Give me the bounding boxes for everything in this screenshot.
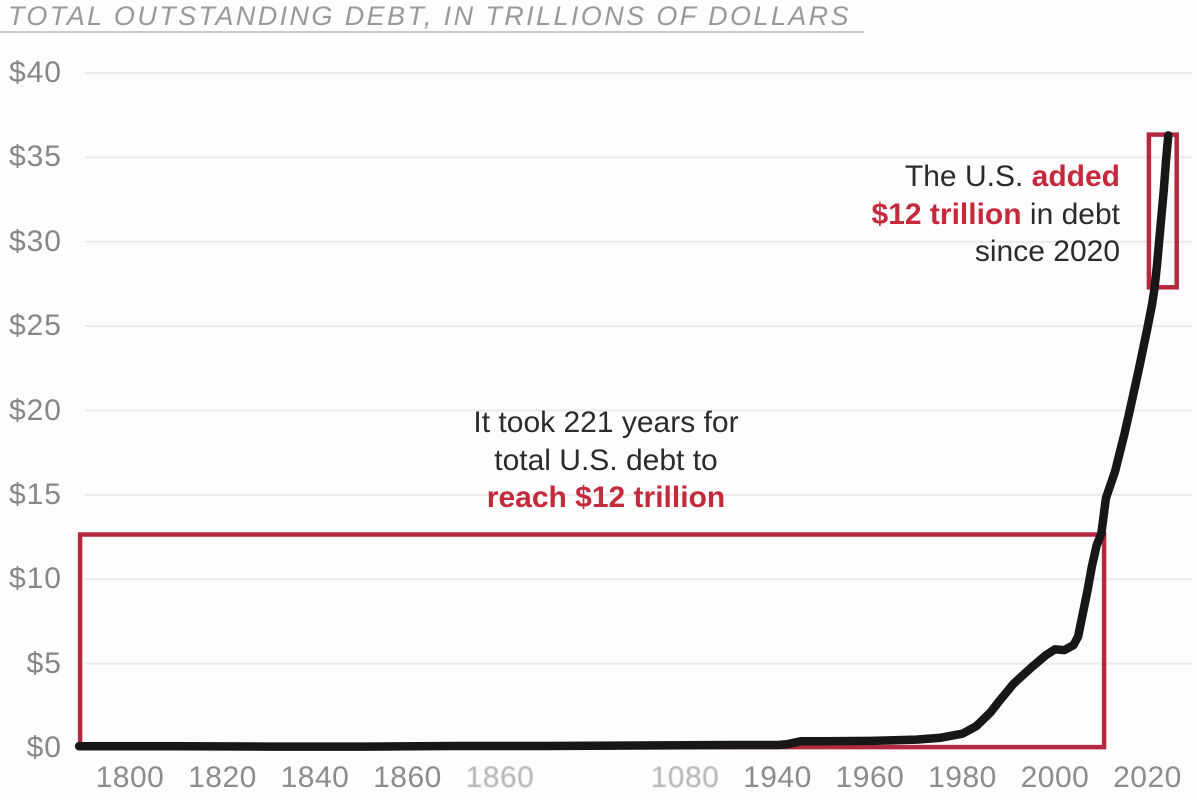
y-tick-0: $0 [26,731,62,764]
annotation-since-2020: The U.S. added $12 trillion in debt sinc… [780,158,1120,271]
x-tick-1980: 1980 [928,761,997,794]
x-tick-1860: 1860 [373,761,442,794]
x-tick-1820: 1820 [188,761,257,794]
chart-title: TOTAL OUTSTANDING DEBT, IN TRILLIONS OF … [8,1,851,31]
y-tick-5: $5 [26,646,62,680]
x-tick-1960: 1960 [835,761,905,794]
y-tick-30: $30 [8,224,62,258]
annotation-2020-l3: since 2020 [974,235,1120,268]
annotation-221-line1: It took 221 years for [473,406,739,439]
x-tick-1940: 1940 [743,761,812,794]
x-tick-1080: 1080 [650,761,720,794]
y-tick-40: $40 [8,56,62,89]
title-underline [0,31,864,33]
y-tick-25: $25 [8,309,62,343]
added-since-2020-box [1146,132,1179,290]
annotation-2020-l1b-red: added [1031,160,1120,193]
annotation-2020-l2b: in debt [1029,197,1120,231]
x-tick-2020: 2020 [1113,761,1182,794]
annotation-2020-l2a-red: $12 trillion [871,197,1022,231]
annotation-221-years: It took 221 years for total U.S. debt to… [420,404,792,517]
y-tick-35: $35 [8,140,62,174]
x-tick-1800: 1800 [95,761,165,794]
y-tick-20: $20 [8,393,62,427]
annotation-221-line3-red: reach $12 trillion [486,481,726,514]
annotation-221-line2: total U.S. debt to [494,443,718,477]
first-12-trillion-box [77,532,1107,750]
y-tick-10: $10 [8,562,62,596]
x-tick-2000: 2000 [1020,761,1090,794]
annotation-2020-l1a: The U.S. [904,160,1024,193]
x-tick-1840: 1840 [280,761,350,794]
x-tick-1860: 1860 [465,761,535,794]
debt-line [74,131,1173,751]
y-tick-15: $15 [8,477,62,511]
